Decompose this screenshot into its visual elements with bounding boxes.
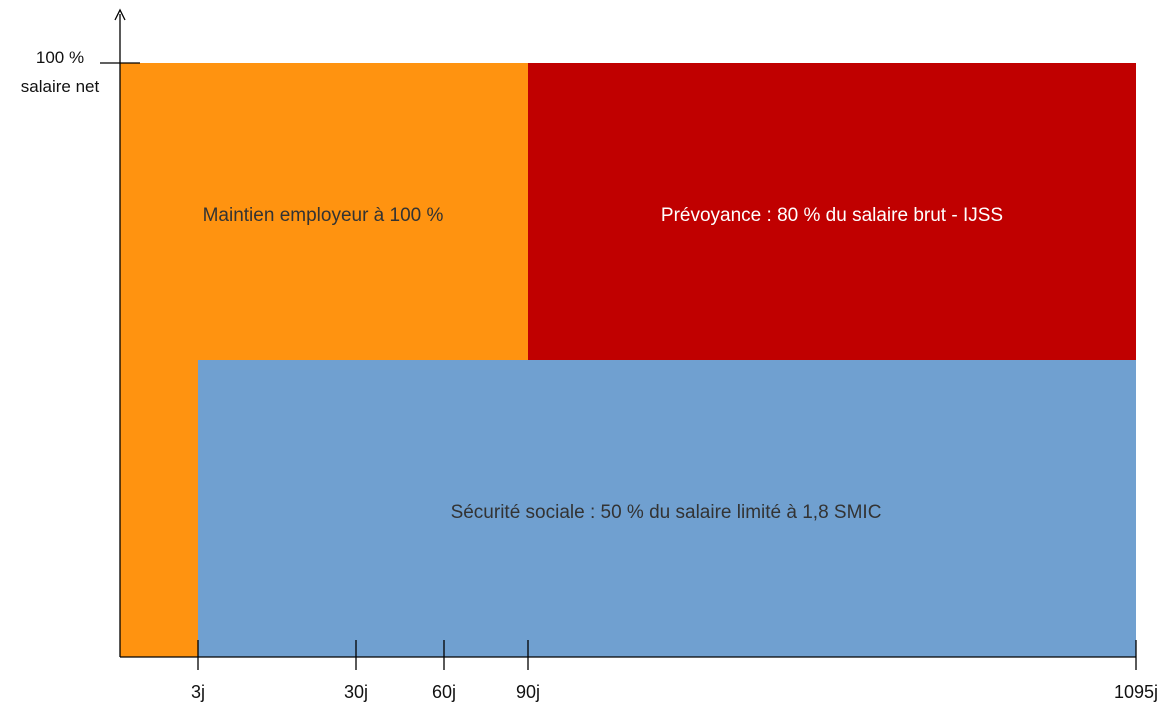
x-tick-label: 1095j bbox=[1114, 682, 1158, 702]
y-label-line-1: 100 % bbox=[36, 48, 84, 67]
x-tick-label: 60j bbox=[432, 682, 456, 702]
y-label-line-2: salaire net bbox=[21, 77, 100, 96]
region-label-employer: Maintien employeur à 100 % bbox=[203, 205, 444, 226]
x-tick-label: 3j bbox=[191, 682, 205, 702]
region-secu-segment-0 bbox=[198, 360, 1136, 657]
region-label-prevoyance: Prévoyance : 80 % du salaire brut - IJSS bbox=[661, 205, 1003, 226]
x-tick-label: 90j bbox=[516, 682, 540, 702]
region-employer-segment-0 bbox=[120, 63, 198, 657]
coverage-regions bbox=[120, 63, 1136, 657]
region-prevoyance-segment-0 bbox=[528, 63, 1136, 360]
y-axis-arrow-icon bbox=[114, 8, 126, 21]
x-tick-label: 30j bbox=[344, 682, 368, 702]
region-employer-segment-1 bbox=[198, 63, 528, 360]
x-axis-ticks: 3j 30j 60j 90j 1095j bbox=[191, 640, 1158, 702]
region-label-secu: Sécurité sociale : 50 % du salaire limit… bbox=[451, 502, 882, 523]
